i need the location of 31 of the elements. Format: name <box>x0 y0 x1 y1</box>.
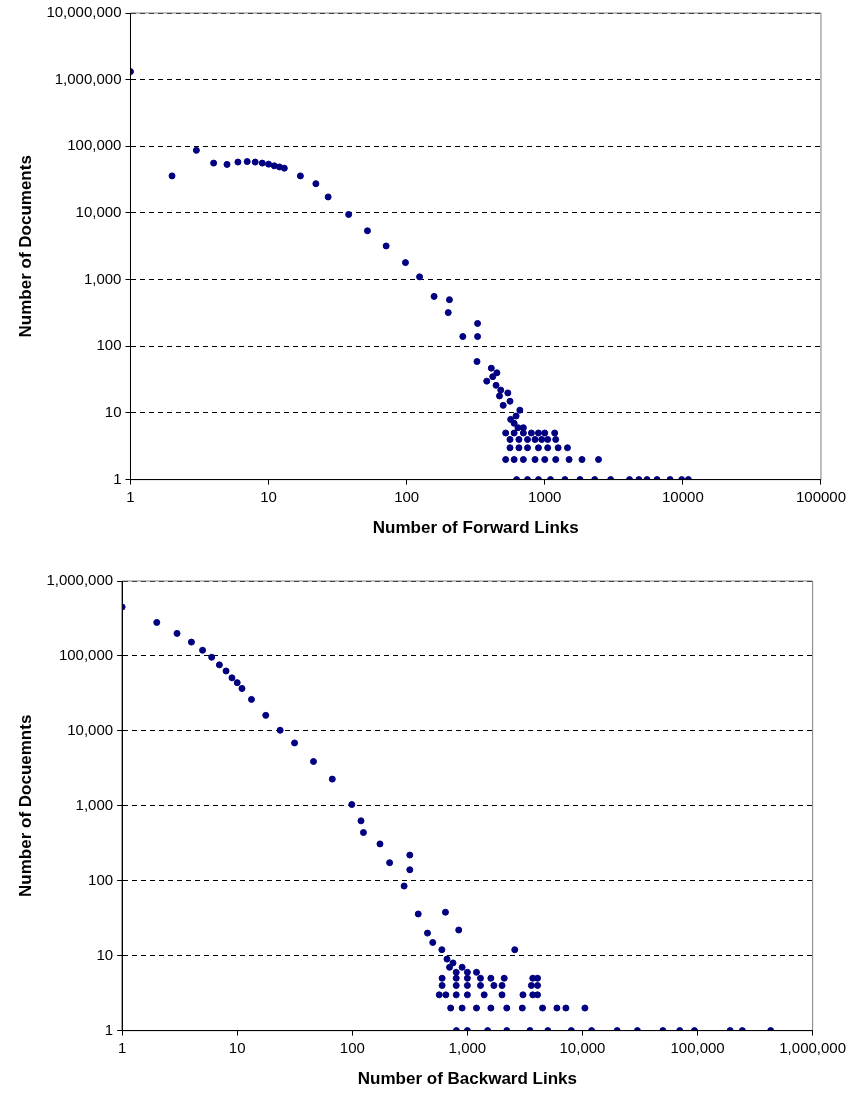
y-tick-label: 1,000 <box>75 795 114 813</box>
y-tick-label: 10,000 <box>75 203 122 221</box>
y-tick-label: 10,000 <box>67 721 114 739</box>
x-tick-label: 100000 <box>795 487 846 505</box>
x-tick-label: 100 <box>394 487 420 505</box>
y-axis-title: Number of Documents <box>15 155 35 338</box>
y-tick-label: 100,000 <box>67 136 122 154</box>
y-tick-label: 10 <box>96 945 114 963</box>
y-tick-label: 10 <box>104 403 122 421</box>
y-axis-title: Number of Docuemnts <box>15 714 35 897</box>
y-tick-label: 10,000,000 <box>46 3 122 21</box>
x-tick-label: 1000 <box>528 487 562 505</box>
y-tick-label: 1,000 <box>83 269 122 287</box>
y-tick-label: 1,000,000 <box>54 69 122 87</box>
x-tick-label: 1,000,000 <box>779 1038 846 1056</box>
x-tick-label: 100,000 <box>670 1038 725 1056</box>
x-axis-title: Number of Forward Links <box>372 518 579 538</box>
x-tick-label: 10 <box>228 1038 246 1056</box>
y-tick-label: 1 <box>104 1020 114 1038</box>
x-tick-label: 1 <box>126 487 135 505</box>
x-tick-label: 100 <box>339 1038 365 1056</box>
x-tick-label: 1,000 <box>448 1038 487 1056</box>
y-tick-label: 1,000,000 <box>46 571 114 589</box>
y-tick-label: 1 <box>113 469 122 487</box>
x-axis-title: Number of Backward Links <box>357 1069 577 1089</box>
y-tick-label: 100 <box>88 870 114 888</box>
x-tick-label: 10,000 <box>559 1038 606 1056</box>
x-tick-label: 10000 <box>662 487 704 505</box>
y-tick-label: 100,000 <box>58 646 114 664</box>
y-tick-label: 100 <box>96 336 122 354</box>
x-tick-label: 10 <box>260 487 277 505</box>
